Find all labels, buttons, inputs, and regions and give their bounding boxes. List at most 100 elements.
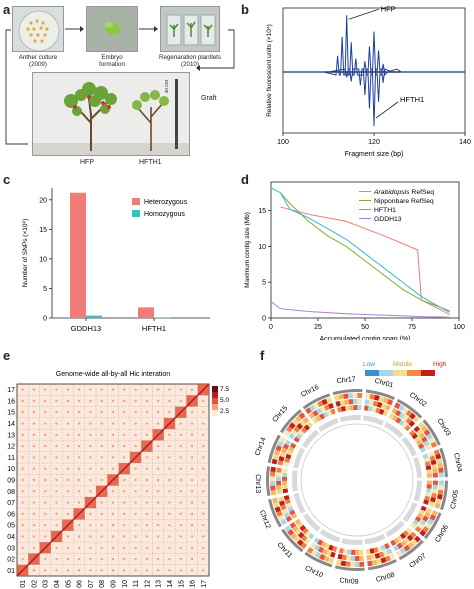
heat-track-segment [430, 459, 437, 466]
interaction-cell [145, 512, 149, 516]
interaction-cell [66, 512, 70, 516]
chromosome-label-chr05: Chr05 [450, 489, 460, 509]
interaction-cell [168, 444, 171, 448]
heat-track-segment [428, 437, 436, 444]
interaction-cell [190, 388, 194, 391]
interaction-cell [179, 569, 182, 572]
interaction-cell [55, 433, 58, 437]
interaction-cell [21, 523, 24, 527]
step-2-caption: Embryo formation [80, 54, 144, 68]
interaction-cell [55, 444, 58, 448]
interaction-cell [55, 478, 58, 482]
heat-track-segment [274, 506, 281, 513]
heat-track-segment [338, 547, 344, 554]
interaction-cell [66, 557, 70, 561]
interaction-cell [100, 422, 103, 425]
heat-track-segment [429, 514, 437, 521]
interaction-cell [202, 490, 205, 493]
heat-track-segment [436, 458, 443, 464]
chromosome-label-chr01: Chr01 [374, 378, 394, 390]
interaction-cell [179, 388, 182, 391]
interaction-cell [123, 388, 126, 391]
heat-track-segment [306, 421, 314, 429]
scale-swatch [212, 404, 218, 410]
interaction-cell [145, 422, 149, 425]
heat-track-segment [351, 549, 356, 555]
heat-track-segment [323, 555, 330, 563]
heat-track-segment [410, 538, 418, 546]
interaction-cell [77, 422, 81, 425]
heat-track-segment [297, 531, 305, 539]
interaction-cell [145, 456, 149, 459]
step-2-sub: formation [99, 61, 125, 68]
interaction-cell [32, 523, 36, 527]
heat-track-segment [428, 451, 435, 458]
interaction-cell [156, 444, 160, 448]
heat-track-segment [431, 488, 438, 494]
legend-label: Arabidopsis RefSeq [373, 189, 434, 196]
heat-track-segment [282, 488, 289, 494]
interaction-cell [134, 490, 137, 493]
interaction-cell [123, 557, 126, 561]
interaction-cell [179, 557, 182, 561]
interaction-cell [202, 478, 205, 482]
heat-track-segment [405, 409, 413, 417]
interaction-cell [21, 546, 24, 549]
inner-track [413, 480, 422, 502]
interaction-cell [156, 501, 160, 504]
x-tick-label: 75 [408, 324, 416, 331]
interaction-cell [55, 557, 58, 561]
heat-track-segment [277, 440, 284, 448]
heat-track-segment [414, 516, 422, 523]
heat-track-segment [412, 416, 420, 423]
heat-track-segment [298, 412, 306, 420]
bar-hfth1-heterozygous [138, 307, 154, 318]
panel-d-letter: d [241, 172, 249, 187]
y-chrom-label: 02 [7, 557, 15, 564]
y-chrom-label: 15 [7, 410, 15, 417]
heat-track-segment [378, 396, 385, 403]
heat-track-segment [436, 494, 443, 500]
interaction-cell [55, 467, 58, 470]
y-tick-label: 15 [258, 208, 266, 215]
heat-track-segment [400, 540, 407, 547]
interaction-cell [66, 444, 70, 448]
legend-label: Low [363, 361, 375, 368]
heat-track-segment [438, 485, 444, 491]
interaction-cell [134, 557, 137, 561]
heat-track-segment [348, 399, 354, 405]
heat-track-segment [278, 500, 286, 507]
heat-track-segment [359, 561, 365, 567]
inner-track [302, 513, 321, 532]
interaction-cell [179, 467, 182, 470]
interaction-cell [190, 535, 194, 538]
heat-track-segment [283, 429, 291, 437]
heat-track-segment [312, 410, 319, 417]
interaction-cell [21, 501, 24, 504]
interaction-cell [123, 523, 126, 527]
interaction-cell [66, 399, 70, 403]
heat-track-segment [317, 546, 324, 553]
scale-swatch [212, 398, 218, 404]
heat-track-segment [416, 439, 423, 446]
heat-track-segment [341, 554, 347, 561]
heat-track-segment [300, 427, 308, 434]
interaction-cell [77, 411, 81, 414]
interaction-cell [89, 388, 92, 391]
interaction-cell [179, 546, 182, 549]
heat-track-segment [420, 505, 427, 512]
interaction-cell [55, 512, 58, 516]
interaction-cell [123, 399, 126, 403]
bar-gddh13-homozygous [86, 315, 102, 318]
interaction-cell [111, 535, 115, 538]
scale-label: 40 CM [164, 80, 169, 94]
y-chrom-label: 06 [7, 511, 15, 518]
heat-track-segment [405, 417, 412, 425]
interaction-cell [179, 501, 182, 504]
heat-track-segment [347, 393, 353, 399]
heat-track-segment [282, 476, 288, 481]
series-line-2 [270, 187, 450, 313]
heat-track-segment [380, 557, 387, 564]
heat-track-segment [409, 412, 416, 420]
heat-track-segment [313, 402, 320, 410]
